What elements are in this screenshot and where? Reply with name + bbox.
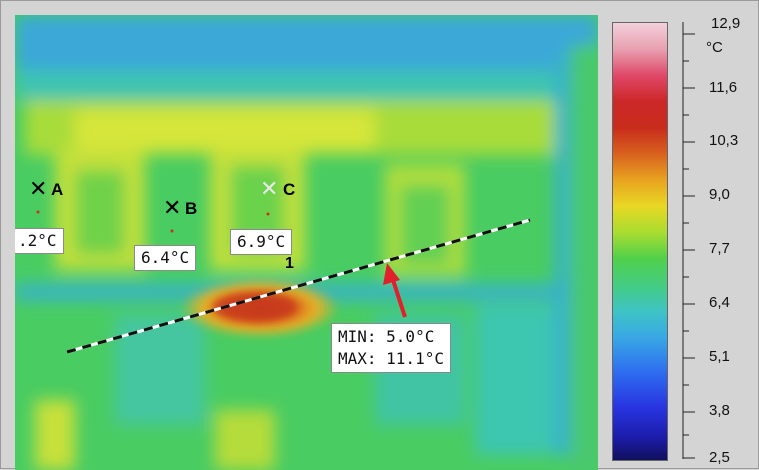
spot-b-reading: 6.4°C [134,245,197,271]
spot-a-marker-icon[interactable]: ✕ [29,177,48,202]
scale-tick-label: 6,4 [709,294,730,311]
scale-tick-label: 3,8 [709,402,730,419]
scale-tick-label: 9,0 [709,186,730,203]
scale-unit: °C [706,39,723,56]
spot-c-label: C [283,180,296,199]
spot-c-marker-icon[interactable]: ✕ [260,177,279,202]
spot-b-label: B [185,199,198,218]
line-max-text: MAX: 11.1°C [338,349,444,368]
line-label: 1 [285,255,294,272]
thermal-canvas [15,15,598,470]
scale-tick-label: 7,7 [709,240,730,257]
scale-ticks [682,22,695,459]
scale-tick-label: 2,5 [709,449,730,466]
spot-b-marker-icon[interactable]: ✕ [163,196,182,221]
thermal-image: ✕ A .2°C ✕ B 6.4°C ✕ C 6.9°C 1 MIN: 5.0°… [15,15,598,470]
scale-tick-label: 10,3 [709,132,739,149]
spot-a-label: A [51,180,64,199]
scale-tick-label: 5,1 [709,348,730,365]
spot-a-reading: .2°C [15,228,64,254]
temperature-scale-bar [612,22,668,461]
arrow-icon [391,279,407,318]
line-min-text: MIN: 5.0°C [338,327,435,346]
line-stats-box: MIN: 5.0°C MAX: 11.1°C [331,323,451,373]
scale-tick-label: 11,6 [709,79,738,96]
scale-tick-label: 12,9 [711,15,741,32]
spot-c-reading: 6.9°C [230,229,293,255]
